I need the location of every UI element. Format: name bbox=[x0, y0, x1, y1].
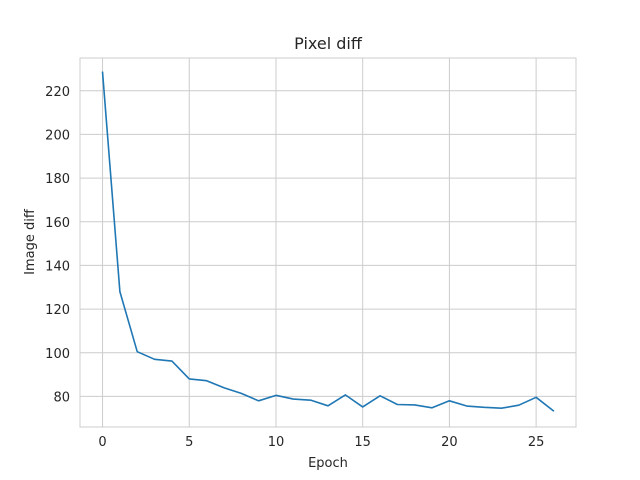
y-tick-label: 100 bbox=[45, 347, 70, 362]
y-tick-label: 200 bbox=[45, 128, 70, 143]
y-tick-label: 140 bbox=[45, 259, 70, 274]
y-tick-label: 120 bbox=[45, 303, 70, 318]
x-tick-label: 15 bbox=[354, 435, 371, 450]
chart-title: Pixel diff bbox=[294, 34, 363, 53]
x-tick-label: 10 bbox=[268, 435, 285, 450]
y-tick-label: 160 bbox=[45, 216, 70, 231]
y-axis-ticks: 80 100 120 140 160 180 200 220 bbox=[45, 85, 70, 406]
plot-background bbox=[80, 58, 576, 427]
series-layer bbox=[101, 71, 555, 412]
y-tick-label: 220 bbox=[45, 85, 70, 100]
y-tick-label: 80 bbox=[53, 390, 70, 405]
x-tick-label: 25 bbox=[528, 435, 545, 450]
y-tick-label: 180 bbox=[45, 172, 70, 187]
plot-frame bbox=[79, 57, 577, 428]
x-tick-label: 0 bbox=[98, 435, 106, 450]
y-axis-label: Image diff bbox=[23, 208, 38, 275]
gridlines bbox=[80, 58, 576, 427]
x-axis-ticks: 0 5 10 15 20 25 bbox=[98, 435, 544, 450]
x-axis-label: Epoch bbox=[308, 456, 348, 471]
x-tick-label: 5 bbox=[185, 435, 193, 450]
x-tick-label: 20 bbox=[441, 435, 458, 450]
